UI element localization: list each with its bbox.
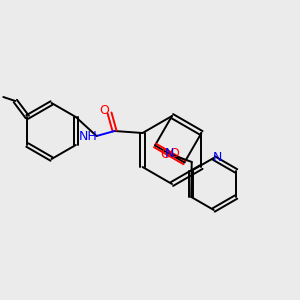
Text: NH: NH [79, 130, 98, 142]
Text: O: O [169, 147, 179, 160]
Text: O: O [161, 148, 170, 161]
Text: O: O [100, 103, 110, 116]
Text: N: N [165, 147, 174, 161]
Text: N: N [213, 152, 222, 164]
